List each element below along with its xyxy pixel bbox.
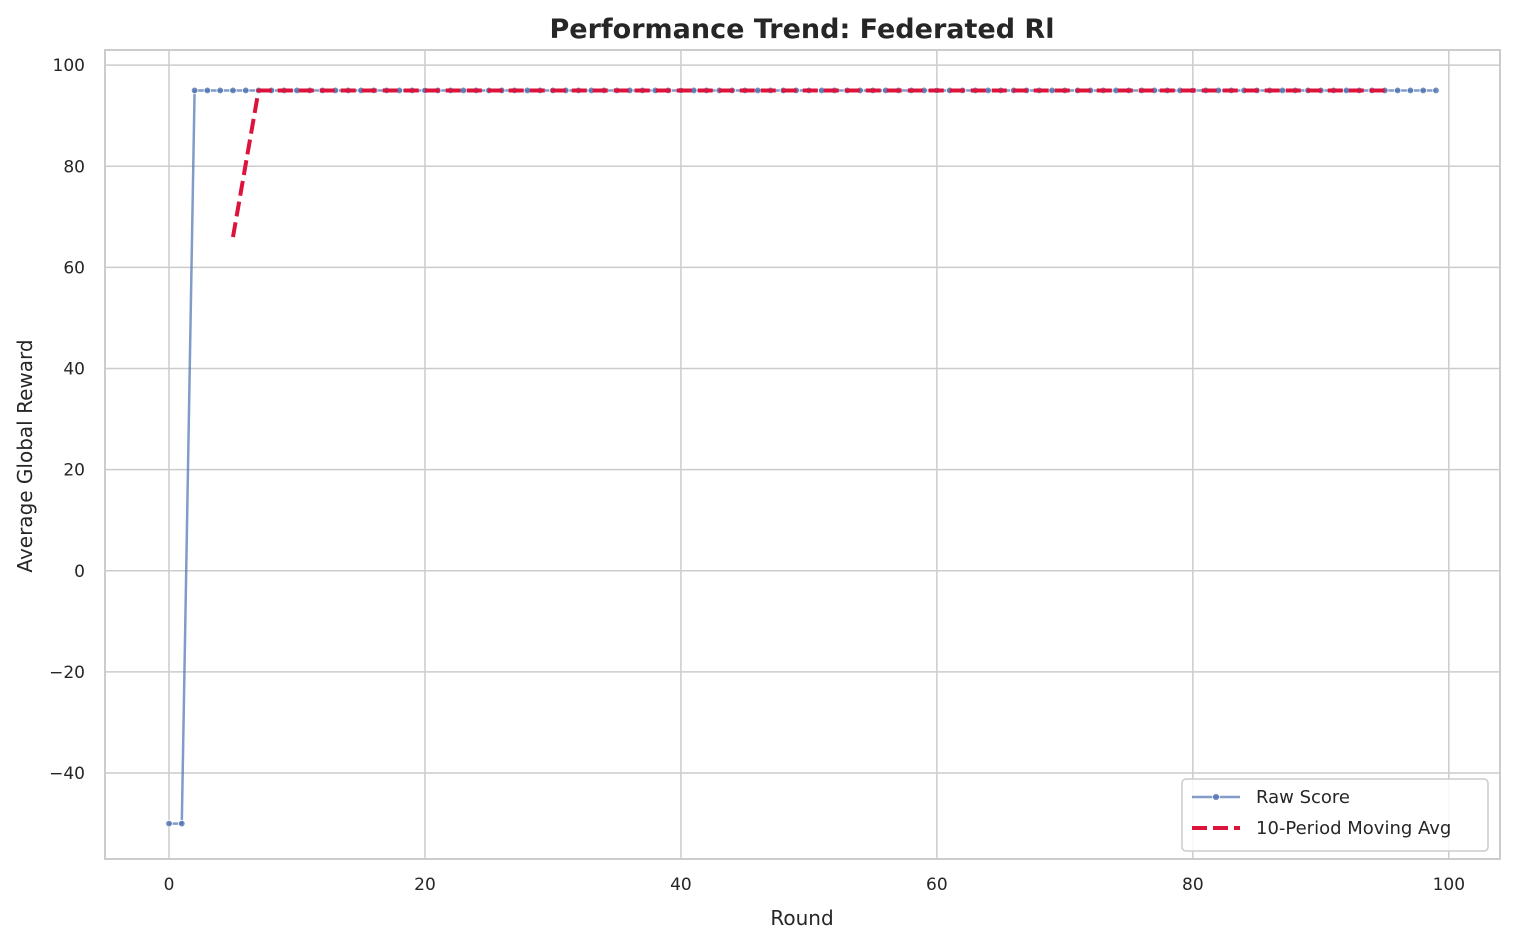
legend-raw-score-label: Raw Score [1256,787,1350,808]
data-point-raw-score [1406,86,1415,95]
y-tick-label: 60 [63,258,85,278]
data-point-raw-score [165,819,173,828]
data-point-raw-score [1419,86,1427,95]
legend-raw-score-marker [1212,793,1220,801]
x-tick-label: 0 [164,875,175,895]
data-point-raw-score [178,819,186,828]
series-line-moving-avg [231,88,1385,238]
y-tick-label: 40 [63,360,85,380]
chart-title: Performance Trend: Federated Rl [550,14,1055,45]
x-tick-label: 40 [670,875,692,895]
data-point-raw-score [216,86,224,95]
y-axis-label: Average Global Reward [13,339,37,572]
data-point-raw-score [984,86,992,95]
legend: Raw Score 10-Period Moving Avg [1181,778,1489,852]
x-tick-label: 60 [926,875,948,895]
data-point-raw-score [523,86,532,95]
legend-box [1181,778,1489,852]
data-point-raw-score [1432,86,1440,95]
x-tick-label: 20 [414,875,436,895]
y-tick-label: −20 [49,663,85,683]
y-tick-label: −40 [49,764,85,784]
data-point-raw-score [459,86,468,95]
y-tick-label: 100 [53,56,85,76]
x-tick-label: 100 [1433,875,1465,895]
data-point-raw-score [754,86,762,95]
legend-moving-avg-label: 10-Period Moving Avg [1256,818,1451,839]
x-tick-label: 80 [1182,875,1204,895]
data-point-raw-score [203,86,212,95]
y-tick-label: 0 [74,562,85,582]
y-tick-label: 20 [63,461,85,481]
plot-frame [104,49,1501,860]
data-point-raw-score [1393,86,1402,95]
data-point-raw-score [1278,86,1287,95]
data-point-raw-score [229,86,237,95]
data-point-raw-score [242,86,250,95]
series-layer [165,86,1440,828]
tick-layer: 0 20 40 60 80 100 −40 −20 0 20 40 60 80 100 [49,56,1465,895]
grid [105,50,1500,859]
data-point-raw-score [1048,86,1056,95]
x-axis-label: Round [770,906,833,930]
data-point-raw-score [1342,86,1351,95]
y-tick-label: 80 [63,157,85,177]
data-point-raw-score [190,86,199,95]
